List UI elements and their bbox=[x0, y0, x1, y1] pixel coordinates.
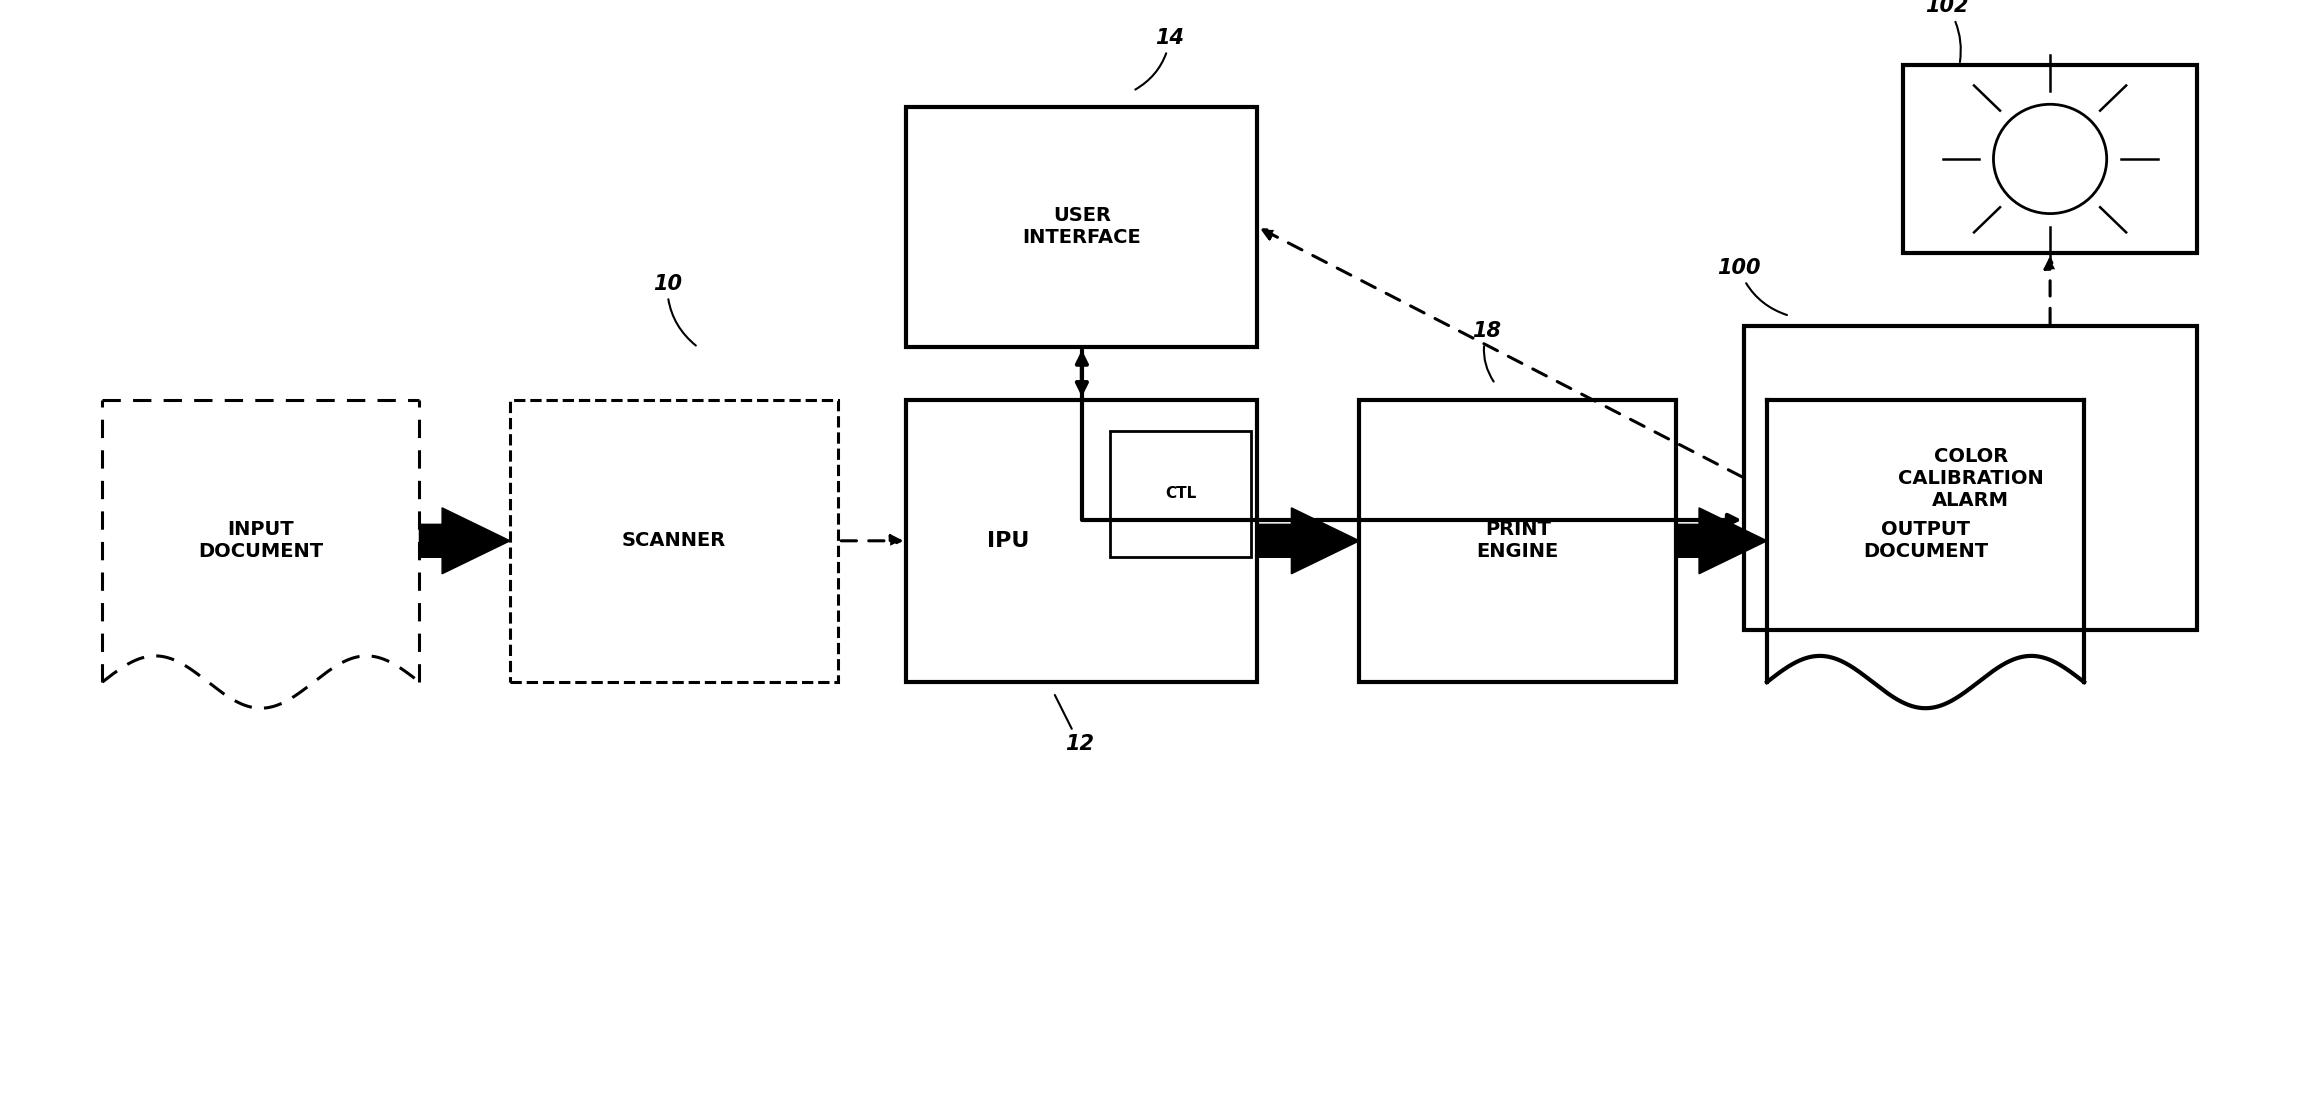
Text: 102: 102 bbox=[1925, 0, 1969, 62]
Polygon shape bbox=[418, 508, 511, 574]
Text: 14: 14 bbox=[1135, 28, 1186, 89]
Text: USER
INTERFACE: USER INTERFACE bbox=[1021, 206, 1142, 247]
Polygon shape bbox=[1257, 508, 1359, 574]
Text: INPUT
DOCUMENT: INPUT DOCUMENT bbox=[199, 520, 324, 561]
Bar bbox=[1109, 431, 1250, 556]
Text: CTL: CTL bbox=[1165, 486, 1197, 501]
Text: 100: 100 bbox=[1717, 258, 1786, 315]
Text: OUTPUT
DOCUMENT: OUTPUT DOCUMENT bbox=[1863, 520, 1987, 561]
Text: PRINT
ENGINE: PRINT ENGINE bbox=[1477, 520, 1560, 561]
Polygon shape bbox=[1675, 508, 1768, 574]
Bar bbox=[906, 107, 1257, 347]
Bar bbox=[1745, 326, 2198, 630]
Bar bbox=[1902, 65, 2198, 253]
Bar bbox=[1359, 400, 1675, 682]
Text: 18: 18 bbox=[1472, 321, 1502, 382]
Bar bbox=[511, 400, 839, 682]
Text: SCANNER: SCANNER bbox=[622, 531, 726, 550]
Text: IPU: IPU bbox=[987, 531, 1028, 551]
Text: 10: 10 bbox=[652, 274, 696, 345]
Text: 12: 12 bbox=[1054, 695, 1093, 754]
Bar bbox=[906, 400, 1257, 682]
Text: COLOR
CALIBRATION
ALARM: COLOR CALIBRATION ALARM bbox=[1897, 446, 2043, 510]
